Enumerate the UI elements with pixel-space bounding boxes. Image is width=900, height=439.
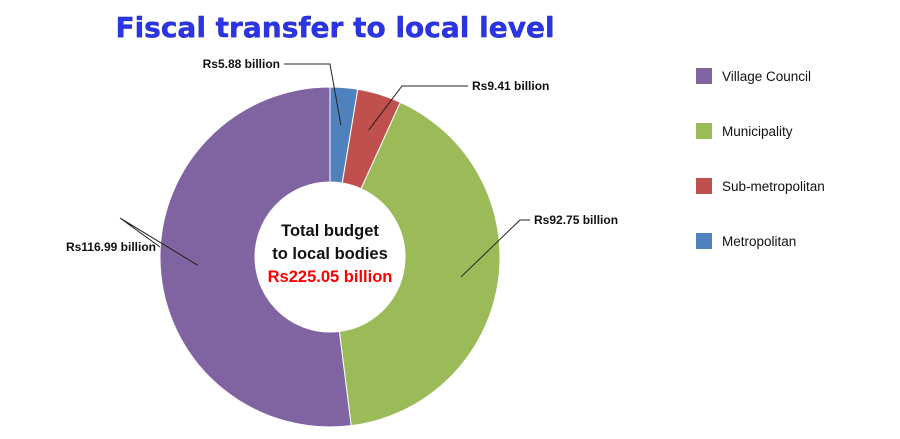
center-line-2: to local bodies (272, 245, 388, 263)
legend-swatch-village-council (696, 68, 712, 84)
chart-title: Fiscal transfer to local level (115, 11, 554, 44)
legend-label-metropolitan: Metropolitan (722, 234, 796, 249)
center-total: Rs225.05 billion (268, 268, 393, 286)
leader-line-municipality (460, 219, 530, 278)
legend-swatch-metropolitan (696, 233, 712, 249)
data-label-metropolitan: Rs5.88 billion (203, 57, 280, 71)
data-labels-group: Rs5.88 billion Rs9.41 billion Rs92.75 bill… (66, 57, 618, 254)
legend-label-municipality: Municipality (722, 124, 793, 139)
data-label-sub-metropolitan: Rs9.41 billion (472, 79, 549, 93)
center-line-1: Total budget (281, 222, 379, 240)
legend-label-village-council: Village Council (722, 69, 811, 84)
legend-swatch-municipality (696, 123, 712, 139)
legend: Village Council Municipality Sub-metropoli… (696, 68, 825, 249)
donut-hole (255, 182, 405, 332)
legend-swatch-sub-metropolitan (696, 178, 712, 194)
data-label-village-council: Rs116.99 billion (66, 240, 156, 254)
leader-line-village-council (119, 217, 199, 266)
slices-group (159, 86, 501, 428)
leader-line-metropolitan (284, 63, 342, 126)
leader-lines-group (119, 63, 530, 278)
leader-line-sub-metropolitan (368, 85, 468, 131)
data-label-municipality: Rs92.75 billion (534, 213, 618, 227)
legend-label-sub-metropolitan: Sub-metropolitan (722, 179, 825, 194)
